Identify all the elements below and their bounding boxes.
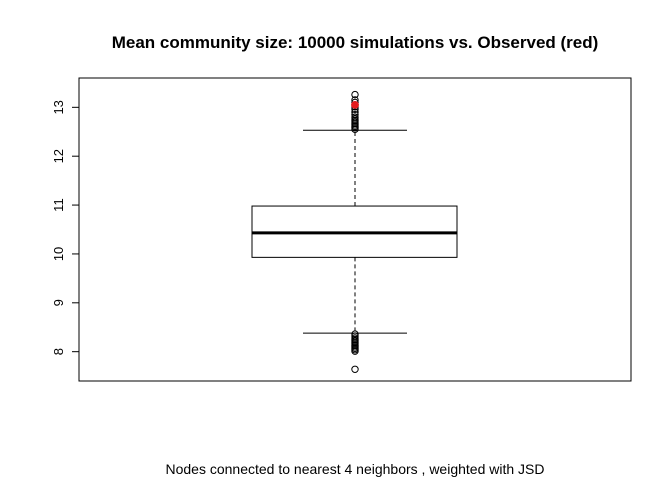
y-tick-label: 9 bbox=[51, 299, 66, 306]
observed-point bbox=[351, 100, 359, 109]
y-tick-label: 13 bbox=[51, 100, 66, 114]
y-tick-label: 10 bbox=[51, 247, 66, 261]
y-tick-label: 8 bbox=[51, 348, 66, 355]
outlier-point bbox=[351, 90, 359, 99]
outlier-point bbox=[351, 365, 359, 373]
outlier-point bbox=[351, 110, 359, 119]
outlier-point bbox=[351, 108, 359, 116]
chart-title: Mean community size: 10000 simulations v… bbox=[112, 33, 599, 52]
boxplot-group bbox=[251, 90, 458, 373]
y-tick-label: 11 bbox=[51, 198, 66, 212]
x-axis-label: Nodes connected to nearest 4 neighbors ,… bbox=[165, 461, 544, 477]
outlier-point bbox=[351, 347, 359, 355]
y-axis-ticks: 8 9 10 11 12 13 bbox=[51, 100, 79, 355]
y-tick-label: 12 bbox=[51, 149, 66, 163]
outlier-point bbox=[351, 113, 359, 121]
